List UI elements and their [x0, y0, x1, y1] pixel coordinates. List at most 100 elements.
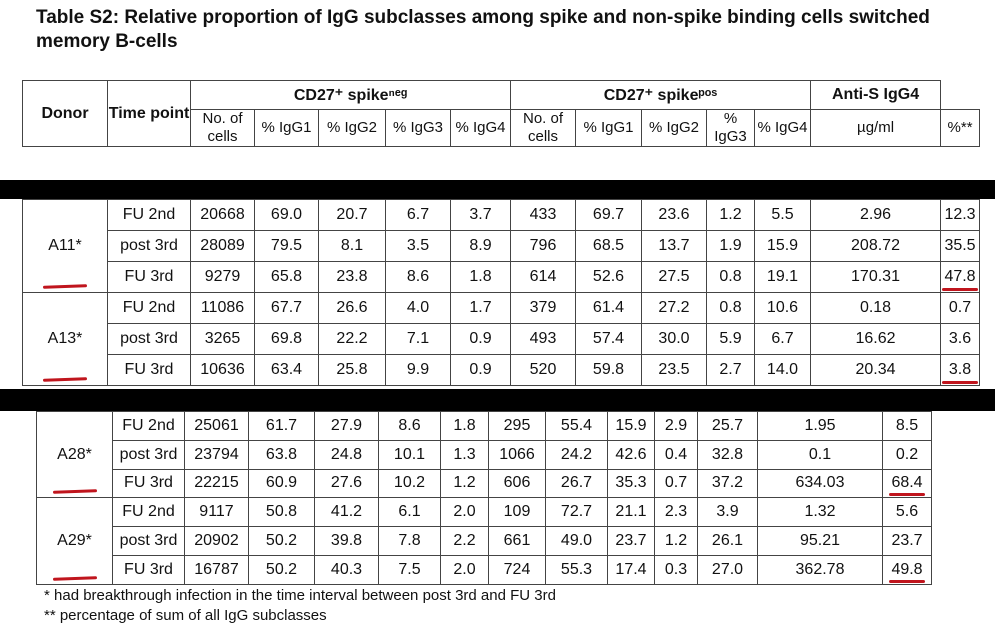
value-cell: 362.78 [756, 554, 884, 585]
value-cell: 1.95 [756, 411, 884, 441]
value-cell: 1.2 [654, 526, 698, 556]
value-cell: 0.7 [654, 468, 698, 499]
value-cell: 27.9 [314, 411, 379, 441]
value-cell: 16787 [184, 554, 249, 585]
header-no-of-cells-neg: No. of cells [190, 109, 255, 147]
value-cell: 109 [488, 497, 546, 528]
value-cell: 3.6 [940, 323, 980, 355]
value-cell: 493 [510, 323, 576, 355]
value-cell: 67.7 [254, 292, 319, 324]
value-cell: 21.1 [607, 497, 655, 528]
value-cell: 7.1 [385, 323, 451, 355]
header-igg3-pos: % IgG3 [706, 109, 756, 147]
table-row: A29* FU 2nd 9117 50.8 41.2 6.1 2.0 109 72.7 21.1 2… [36, 497, 932, 585]
value-cell: 40.3 [314, 554, 379, 585]
value-cell: 57.4 [575, 323, 642, 355]
value-cell: 27.6 [314, 468, 379, 499]
header-igg2-pos: % IgG2 [641, 109, 708, 147]
footnote-breakthrough: * had breakthrough infection in the time… [44, 587, 556, 604]
value-cell: 10.6 [754, 292, 811, 324]
value-cell: 65.8 [254, 261, 319, 293]
donor-label: A13* [47, 330, 83, 347]
table-row: FU 3rd 10636 63.4 25.8 9.9 0.9 520 59.8 23.5 2.7 1… [23, 354, 980, 386]
value-cell: 2.2 [440, 526, 489, 556]
value-cell: 0.9 [450, 354, 511, 386]
value-cell: 4.0 [385, 292, 451, 324]
header-no-of-cells-pos: No. of cells [510, 109, 577, 147]
value-cell: 6.7 [754, 323, 811, 355]
value-cell: 9.9 [385, 354, 451, 386]
value-cell: 37.2 [697, 468, 758, 499]
value-cell: 1.9 [706, 230, 755, 262]
value-cell: 3.5 [385, 230, 451, 262]
value-cell: 1.7 [450, 292, 511, 324]
red-underline-mark [942, 288, 978, 291]
table-row: post 3rd 23794 63.8 24.8 10.1 1.3 1066 24.2 42.6… [37, 439, 932, 470]
value-cell: 20902 [184, 526, 249, 556]
value-cell: 2.9 [654, 411, 698, 441]
table-row: FU 3rd 9279 65.8 23.8 8.6 1.8 614 52.6 27.5 0.8 19… [23, 261, 980, 293]
table-row: FU 3rd 22215 60.9 27.6 10.2 1.2 606 26.7 35.3 0.7… [37, 468, 932, 499]
redaction-band [0, 180, 995, 199]
value-cell: 23794 [184, 439, 249, 470]
red-underline-mark [889, 579, 925, 583]
table-row: post 3rd 28089 79.5 8.1 3.5 8.9 796 68.5 13.7 1.9… [23, 230, 980, 262]
value-cell: 2.96 [809, 199, 942, 231]
value-cell: 49.8 [882, 554, 932, 585]
value-cell: 10636 [190, 354, 255, 386]
header-pct: %** [940, 109, 980, 147]
value-cell: 724 [488, 554, 546, 585]
value-cell: 606 [488, 468, 546, 499]
value-cell: 55.3 [545, 554, 608, 585]
value-cell: 23.6 [641, 199, 707, 231]
header-ugml: µg/ml [810, 109, 942, 147]
value-cell: 22215 [184, 468, 249, 499]
value-cell: 79.5 [254, 230, 319, 262]
data-table-part-2: A28* FU 2nd 25061 61.7 27.9 8.6 1.8 295 55.4 15.9… [36, 410, 932, 585]
header-time-point: Time point [107, 80, 191, 147]
table-row: post 3rd 20902 50.2 39.8 7.8 2.2 661 49.0 23.7 1.… [37, 526, 932, 556]
value-cell: 634.03 [756, 468, 884, 499]
value-cell: 10.1 [378, 439, 441, 470]
value-cell: 3.8 [940, 354, 980, 386]
header-igg1-pos: % IgG1 [575, 109, 643, 147]
value-cell: 433 [510, 199, 576, 231]
red-underline-mark [52, 489, 97, 495]
value-cell: 8.1 [318, 230, 386, 262]
value-cell: 26.6 [318, 292, 386, 324]
value-cell: 23.8 [318, 261, 386, 293]
value-cell: 19.1 [754, 261, 811, 293]
time-point-cell: post 3rd [112, 526, 185, 556]
value-cell: 2.0 [440, 497, 489, 528]
value-cell: 208.72 [809, 230, 942, 262]
value-cell: 15.9 [754, 230, 811, 262]
table-row: post 3rd 3265 69.8 22.2 7.1 0.9 493 57.4 30.0 5.9… [23, 323, 980, 355]
value-cell: 42.6 [607, 439, 655, 470]
value-cell: 170.31 [809, 261, 942, 293]
redaction-band [0, 389, 995, 411]
value-cell: 72.7 [545, 497, 608, 528]
time-point-cell: post 3rd [107, 323, 191, 355]
value-cell: 6.7 [385, 199, 451, 231]
time-point-cell: post 3rd [107, 230, 191, 262]
red-underline-mark [942, 381, 978, 384]
value-cell: 0.1 [756, 439, 884, 470]
value-cell: 24.2 [545, 439, 608, 470]
value-cell: 12.3 [940, 199, 980, 231]
value-cell: 16.62 [809, 323, 942, 355]
table-row: A28* FU 2nd 25061 61.7 27.9 8.6 1.8 295 55.4 15.9… [36, 410, 932, 499]
time-point-cell: post 3rd [112, 439, 185, 470]
value-cell: 1.8 [450, 261, 511, 293]
value-cell: 28089 [190, 230, 255, 262]
value-cell: 49.0 [545, 526, 608, 556]
header-igg2-neg: % IgG2 [318, 109, 386, 147]
value-cell: 25.7 [697, 411, 758, 441]
value-cell: 0.8 [706, 292, 755, 324]
value-cell: 61.4 [575, 292, 642, 324]
red-underline-mark [889, 493, 925, 497]
value-cell: 68.5 [575, 230, 642, 262]
value-cell: 0.2 [882, 439, 932, 470]
value-cell: 95.21 [756, 526, 884, 556]
value-cell: 6.1 [378, 497, 441, 528]
value-cell: 8.6 [385, 261, 451, 293]
